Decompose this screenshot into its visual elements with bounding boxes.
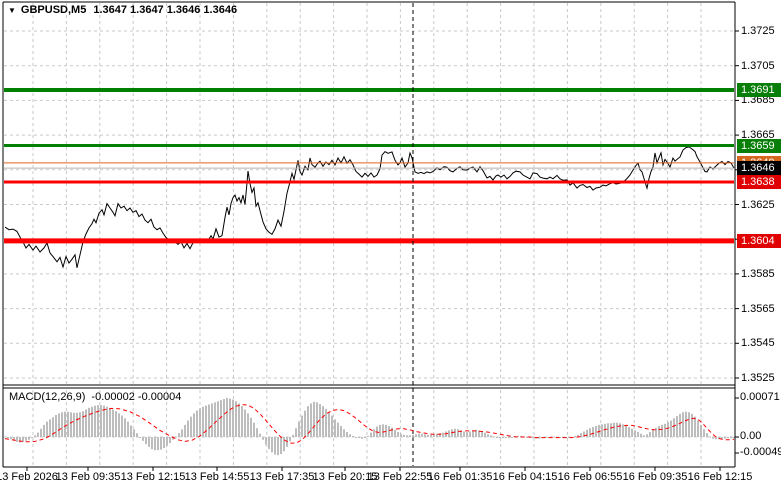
price-tick-label: 1.3685 [741, 94, 775, 106]
price-tick-label: 1.3525 [741, 372, 775, 384]
time-axis-label: 13 Feb 14:55 [184, 471, 250, 483]
current-price-badge: 1.3646 [737, 161, 781, 175]
symbol-marker-icon[interactable]: ▼ [8, 5, 16, 15]
time-axis-label: 13 Feb 09:35 [55, 471, 121, 483]
price-line [4, 146, 735, 269]
time-axis-label: 13 Feb 17:35 [249, 471, 315, 483]
price-badge-1.3604: 1.3604 [737, 234, 781, 248]
time-axis-label: 16 Feb 12:15 [687, 471, 753, 483]
price-badge-1.3691: 1.3691 [737, 83, 781, 97]
time-axis-label: 16 Feb 06:55 [557, 471, 623, 483]
indicator-values: -0.00002 -0.00004 [91, 391, 182, 403]
time-axis-label: 13 Feb 2026 [0, 471, 58, 483]
macd-signal-line [4, 404, 735, 444]
price-tick-label: 1.3545 [741, 337, 775, 349]
price-tick-label: 1.3625 [741, 199, 775, 211]
price-tick-label: 1.3725 [741, 25, 775, 37]
price-badge-1.3638: 1.3638 [737, 175, 781, 189]
price-badge-1.3659: 1.3659 [737, 139, 781, 153]
price-tick-label: 1.3565 [741, 303, 775, 315]
time-axis-label: 16 Feb 01:35 [427, 471, 493, 483]
chart-symbol-period: GBPUSD,M5 [20, 4, 87, 16]
price-tick-label: 1.3585 [741, 268, 775, 280]
indicator-tick-label: 0.00 [740, 430, 762, 442]
time-axis-label: 13 Feb 20:15 [312, 471, 378, 483]
time-axis-label: 13 Feb 12:15 [120, 471, 186, 483]
macd-histogram [7, 397, 735, 456]
price-tick-label: 1.3665 [741, 129, 775, 141]
time-axis-label: 16 Feb 09:35 [622, 471, 688, 483]
time-axis-label: 13 Feb 22:55 [367, 471, 433, 483]
chart-plot-area[interactable] [3, 2, 735, 467]
chart-title: ▼ GBPUSD,M5 1.3647 1.3647 1.3646 1.3646 [8, 4, 237, 16]
indicator-tick-label: 0.00071 [740, 391, 780, 403]
indicator-tick-label: -0.00049 [740, 446, 781, 458]
chart-ohlc-values: 1.3647 1.3647 1.3646 1.3646 [93, 4, 238, 16]
indicator-name: MACD(12,26,9) [9, 391, 86, 403]
price-tick-label: 1.3705 [741, 60, 775, 72]
time-axis-label: 16 Feb 04:15 [492, 471, 558, 483]
indicator-label: MACD(12,26,9) -0.00002 -0.00004 [9, 391, 181, 403]
